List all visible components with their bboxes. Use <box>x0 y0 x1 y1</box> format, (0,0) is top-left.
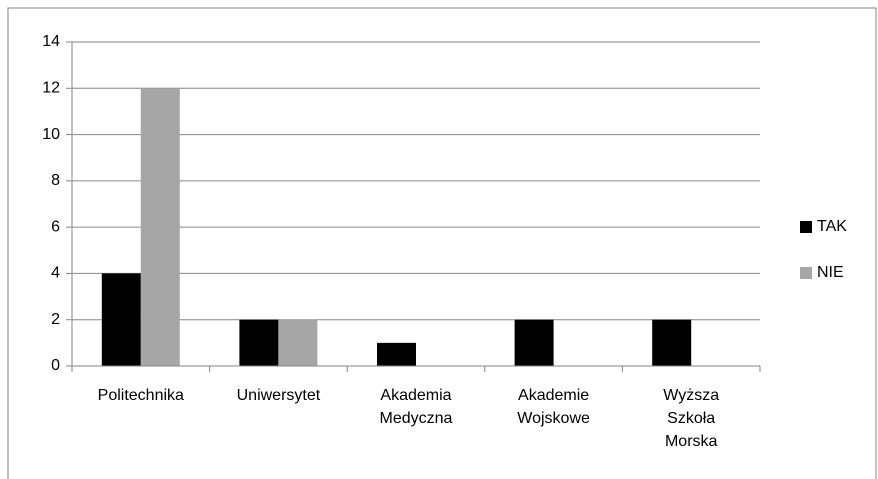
x-tick-label: Uniwersytet <box>237 387 321 404</box>
x-tick-label-line: Wojskowe <box>517 410 590 427</box>
legend-label: TAK <box>817 218 847 235</box>
y-tick-label: 12 <box>42 80 60 97</box>
y-tick-label: 8 <box>51 172 60 189</box>
x-tick-label: Akademie Wojskowe <box>517 387 590 427</box>
bar <box>239 319 279 366</box>
bar <box>101 273 141 366</box>
x-tick-label-line: Uniwersytet <box>237 387 321 404</box>
chart-frame <box>7 7 877 479</box>
y-tick-label: 10 <box>42 126 60 143</box>
y-tick-label: 0 <box>51 357 60 374</box>
bar <box>140 88 180 367</box>
legend-swatch <box>800 267 812 279</box>
bar <box>377 342 416 366</box>
y-tick-label: 2 <box>51 311 60 328</box>
x-tick-label-line: Akademie <box>518 387 589 404</box>
bar <box>514 319 554 366</box>
bar <box>652 319 692 366</box>
x-tick-label: Wyższa Szkoła Morska <box>663 387 719 450</box>
x-tick-label-line: Szkoła <box>667 410 715 427</box>
x-tick-label-line: Medyczna <box>380 410 453 427</box>
x-tick-label-line: Morska <box>665 433 718 450</box>
y-tick-label: 14 <box>42 33 60 50</box>
x-tick-label-line: Wyższa <box>663 387 719 404</box>
legend-label: NIE <box>817 264 844 281</box>
x-tick-label-line: Akademia <box>380 387 451 404</box>
legend-swatch <box>800 221 812 233</box>
y-tick-label: 6 <box>51 218 60 235</box>
x-tick-label: Akademia Medyczna <box>380 387 453 427</box>
bar <box>278 319 318 366</box>
x-tick-label: Politechnika <box>98 387 184 404</box>
x-tick-label-line: Politechnika <box>98 387 184 404</box>
y-tick-label: 4 <box>51 265 60 282</box>
